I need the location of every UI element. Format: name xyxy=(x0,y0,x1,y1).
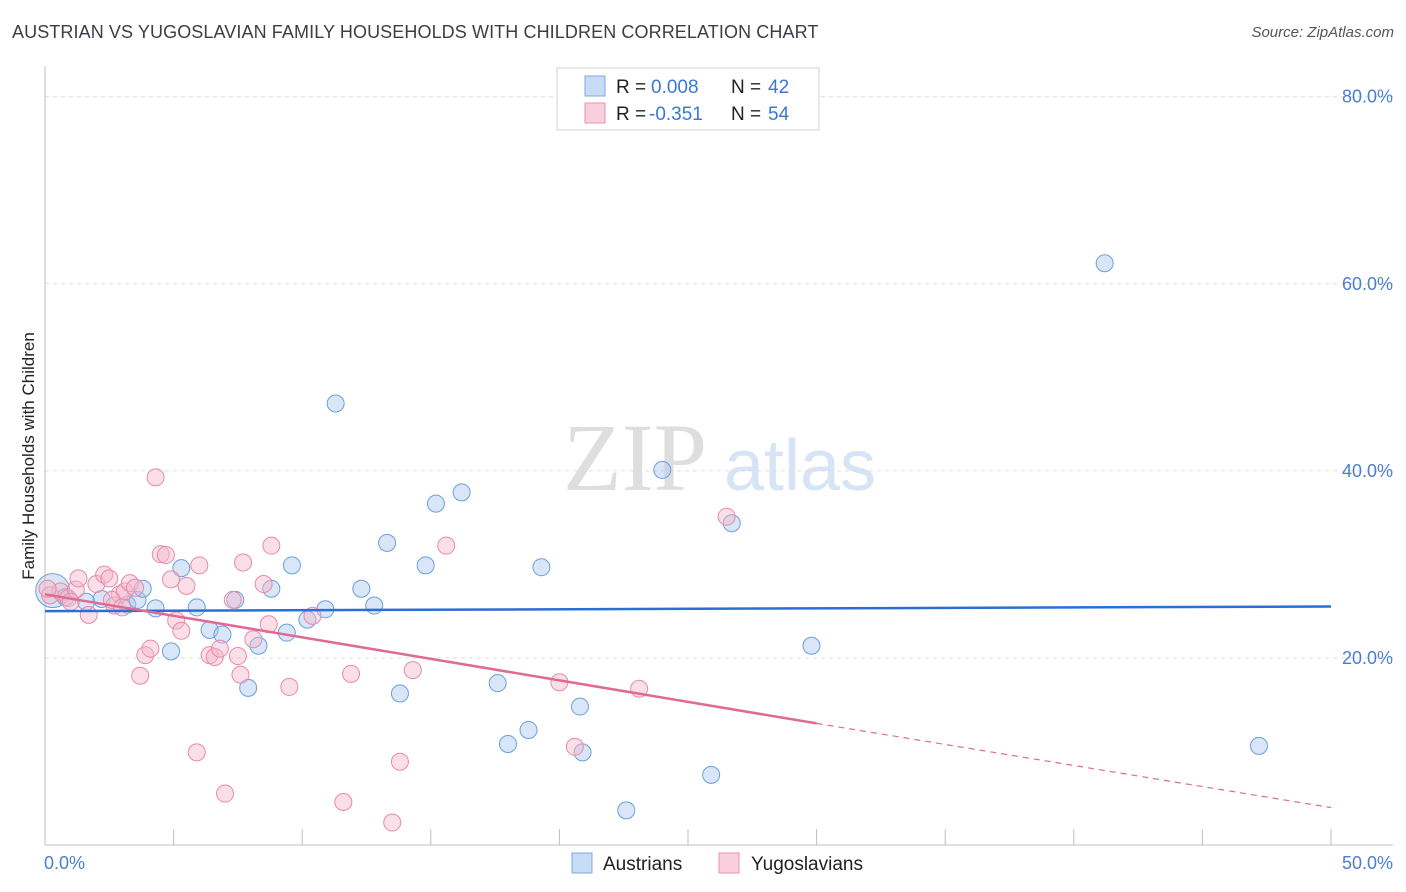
y-tick-label: 40.0% xyxy=(1342,461,1393,481)
austrians-point xyxy=(390,684,409,703)
series-legend: Austrians Yugoslavians xyxy=(571,852,863,875)
yugoslavians-point xyxy=(228,647,247,666)
austrians-point xyxy=(282,556,301,575)
legend-n-label-austrians: N = xyxy=(731,77,761,98)
bottom-legend-swatch-austrians xyxy=(571,852,593,874)
austrians-point xyxy=(35,573,71,609)
legend-r-value-austrians: 0.008 xyxy=(651,77,699,98)
bottom-legend-swatch-yugoslavians xyxy=(718,852,740,874)
yugoslavians-point xyxy=(390,752,409,771)
austrians-point xyxy=(426,494,445,513)
legend-swatch-yugoslavians xyxy=(584,102,606,124)
yugoslavians-point xyxy=(172,621,191,640)
yugoslavians-point xyxy=(146,468,165,487)
yugoslavians-point xyxy=(216,784,235,803)
austrians-point xyxy=(488,674,507,693)
austrians-point xyxy=(802,636,821,655)
watermark-zip: ZIP xyxy=(563,404,707,511)
austrians-point xyxy=(378,533,397,552)
yugoslavians-trend-line xyxy=(44,593,817,725)
austrians-point xyxy=(1249,736,1268,755)
austrians-trend-line xyxy=(44,605,1332,613)
yugoslavians-point xyxy=(205,647,224,666)
austrians-point xyxy=(532,558,551,577)
yugoslavians-point xyxy=(303,606,322,625)
source-label: Source: ZipAtlas.com xyxy=(1251,24,1394,41)
yugoslavians-point xyxy=(244,630,263,649)
austrians-point xyxy=(187,598,206,617)
yugoslavians-point xyxy=(79,605,98,624)
yugoslavians-point xyxy=(69,569,88,588)
austrians-point xyxy=(519,720,538,739)
legend-n-label-yugoslavians: N = xyxy=(731,104,761,125)
legend-r-label-yugoslavians: R = xyxy=(616,104,646,125)
correlation-legend: R = 0.008 N = 42 R = -0.351 N = 54 xyxy=(556,67,820,131)
yugoslavians-point xyxy=(210,639,229,658)
yugoslavians-point xyxy=(565,737,584,756)
yugoslavians-point xyxy=(151,545,170,564)
legend-n-value-yugoslavians: 54 xyxy=(768,104,790,125)
trend-lines xyxy=(44,593,1332,809)
legend-swatch-austrians xyxy=(584,75,606,97)
yugoslavians-point xyxy=(234,553,253,572)
yugoslavians-point xyxy=(254,575,273,594)
yugoslavians-point xyxy=(100,569,119,588)
bottom-legend-label-austrians: Austrians xyxy=(603,854,682,875)
austrians-point xyxy=(365,596,384,615)
yugoslavians-point xyxy=(383,813,402,832)
y-tick-label: 20.0% xyxy=(1342,648,1393,668)
yugoslavians-point xyxy=(177,576,196,595)
austrians-point xyxy=(416,556,435,575)
y-axis-title: Family Households with Children xyxy=(19,332,38,580)
y-tick-label: 80.0% xyxy=(1342,87,1393,107)
bottom-legend-label-yugoslavians: Yugoslavians xyxy=(751,854,863,875)
yugoslavians-point xyxy=(437,536,456,555)
data-points xyxy=(35,254,1268,832)
legend-n-value-austrians: 42 xyxy=(768,77,789,98)
yugoslavians-point xyxy=(190,556,209,575)
legend-r-value-yugoslavians: -0.351 xyxy=(649,104,703,125)
yugoslavians-point xyxy=(223,590,242,609)
austrians-point xyxy=(452,483,471,502)
yugoslavians-point xyxy=(115,582,134,601)
yugoslavians-point xyxy=(141,639,160,658)
y-tick-label: 60.0% xyxy=(1342,274,1393,294)
yugoslavians-point xyxy=(66,580,85,599)
yugoslavians-point xyxy=(262,536,281,555)
yugoslavians-point xyxy=(334,792,353,811)
x-tick-label-max: 50.0% xyxy=(1342,853,1393,873)
chart-title: AUSTRIAN VS YUGOSLAVIAN FAMILY HOUSEHOLD… xyxy=(12,22,819,42)
watermark-atlas: atlas xyxy=(724,426,876,506)
yugoslavians-point xyxy=(126,578,145,597)
yugoslavians-trend-extension xyxy=(816,722,1332,809)
axes: 20.0% 40.0% 60.0% 80.0% xyxy=(44,66,1393,846)
austrians-point xyxy=(702,765,721,784)
austrians-point xyxy=(352,579,371,598)
austrians-point xyxy=(498,734,517,753)
yugoslavians-point xyxy=(231,665,250,684)
gridlines xyxy=(45,96,1393,659)
austrians-point xyxy=(570,697,589,716)
yugoslavians-point xyxy=(156,546,175,565)
austrians-point xyxy=(617,801,636,820)
yugoslavians-point xyxy=(342,664,361,683)
austrians-point xyxy=(172,559,191,578)
austrians-point xyxy=(162,642,181,661)
yugoslavians-point xyxy=(61,592,80,611)
yugoslavians-point xyxy=(403,661,422,680)
x-tick-label-min: 0.0% xyxy=(44,853,85,873)
yugoslavians-point xyxy=(187,743,206,762)
yugoslavians-point xyxy=(717,507,736,526)
austrians-point xyxy=(213,625,232,644)
yugoslavians-point xyxy=(280,677,299,696)
yugoslavians-point xyxy=(131,666,150,685)
austrians-point xyxy=(1095,254,1114,273)
yugoslavians-point xyxy=(38,579,57,598)
austrians-point xyxy=(653,460,672,479)
yugoslavians-point xyxy=(162,570,181,589)
austrians-point xyxy=(326,394,345,413)
legend-r-label-austrians: R = xyxy=(616,77,646,98)
